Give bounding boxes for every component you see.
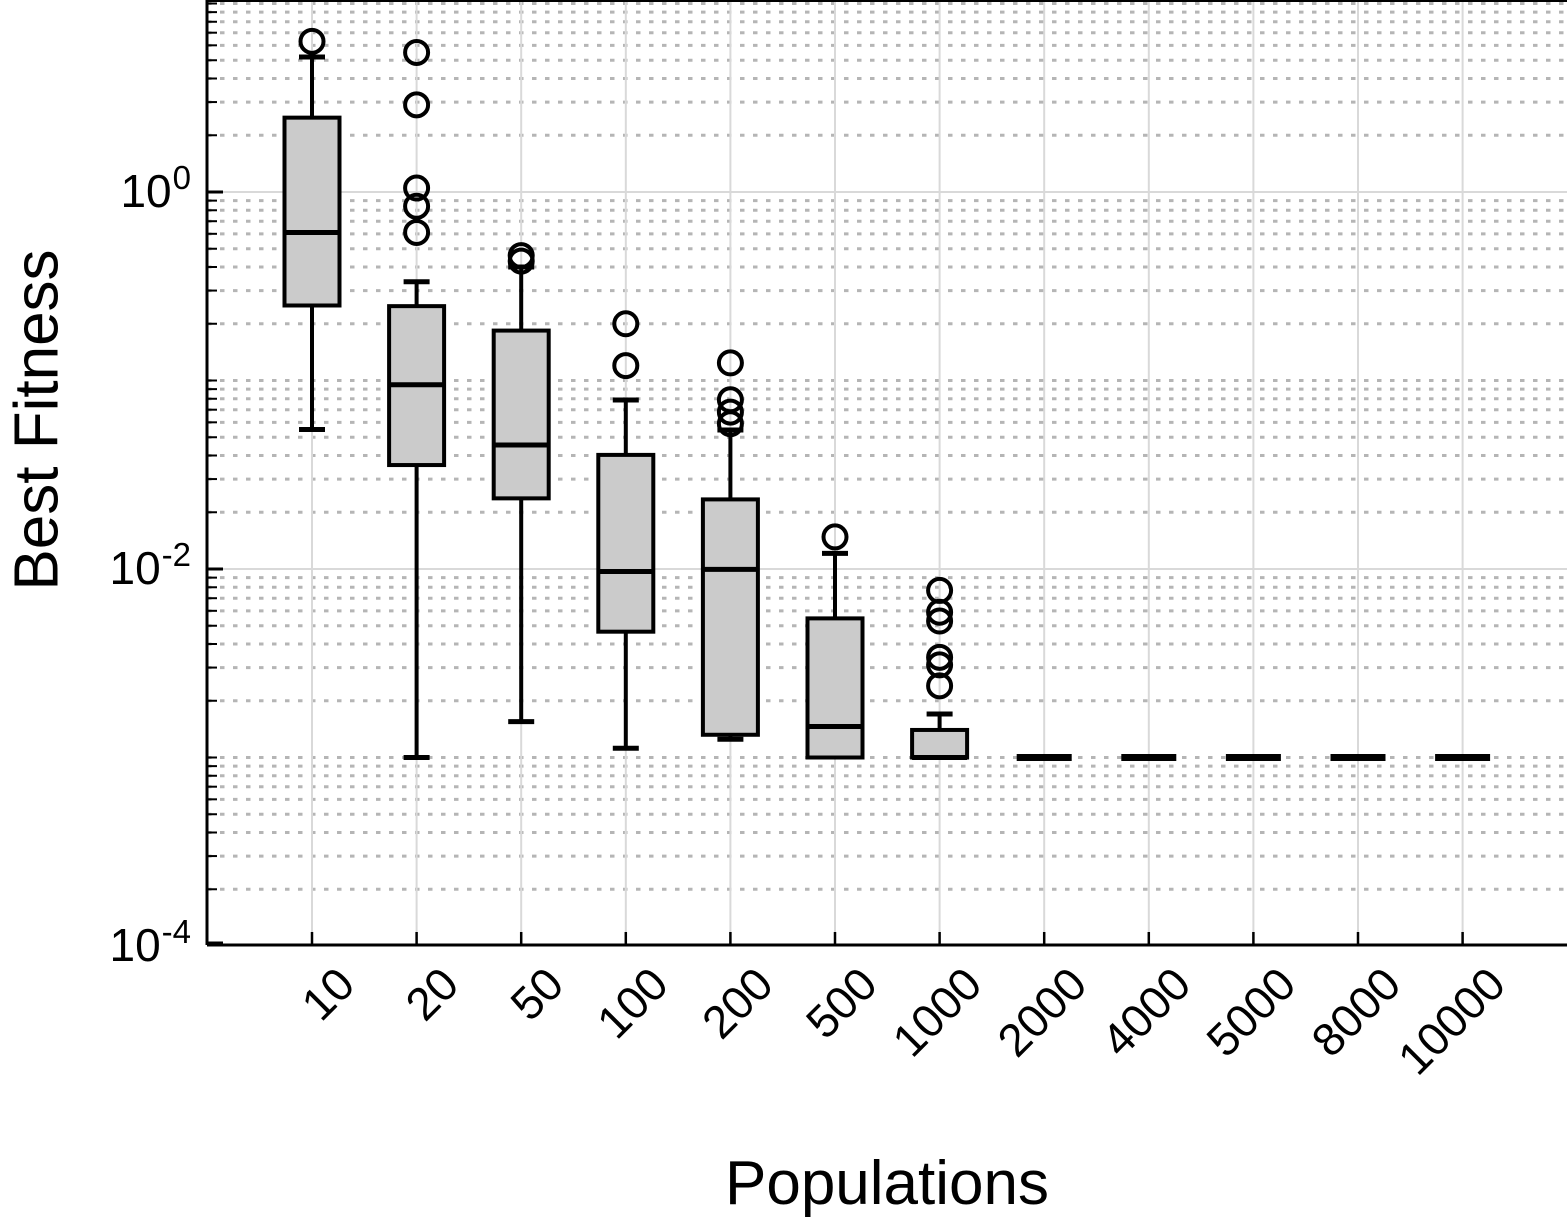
outlier-marker	[403, 192, 431, 220]
outlier-marker	[716, 349, 744, 377]
x-axis-label: Populations	[725, 1148, 1049, 1219]
box-100	[596, 452, 656, 634]
outlier-marker	[926, 651, 954, 679]
y-tick-label-1e-2: 10-2	[109, 535, 191, 594]
outlier-marker	[821, 523, 849, 551]
box-200	[700, 497, 760, 737]
x-tick-label-10000: 10000	[1387, 957, 1515, 1085]
outlier-marker	[926, 598, 954, 626]
x-axis-label-text: Populations	[724, 1149, 1050, 1218]
outlier-marker	[507, 247, 535, 275]
outlier-marker	[926, 643, 954, 671]
outlier-marker	[612, 352, 640, 380]
y-tick-label-1e-4: 10-4	[109, 912, 191, 971]
outlier-marker	[926, 607, 954, 635]
outlier-marker	[716, 398, 744, 426]
outlier-marker	[716, 410, 744, 438]
outlier-marker	[403, 174, 431, 202]
y-tick-label-1e0: 100	[120, 158, 191, 217]
box-10	[282, 115, 342, 308]
outlier-marker	[403, 218, 431, 246]
box-50	[491, 328, 551, 501]
outlier-marker	[403, 38, 431, 66]
box-1000	[910, 727, 970, 760]
outlier-marker	[612, 310, 640, 338]
outlier-marker	[403, 91, 431, 119]
outlier-marker	[926, 672, 954, 700]
y-axis-label: Best Fitness	[2, 249, 73, 590]
box-500	[805, 616, 865, 760]
outlier-marker	[298, 27, 326, 55]
y-axis-label-text: Best Fitness	[2, 249, 72, 591]
